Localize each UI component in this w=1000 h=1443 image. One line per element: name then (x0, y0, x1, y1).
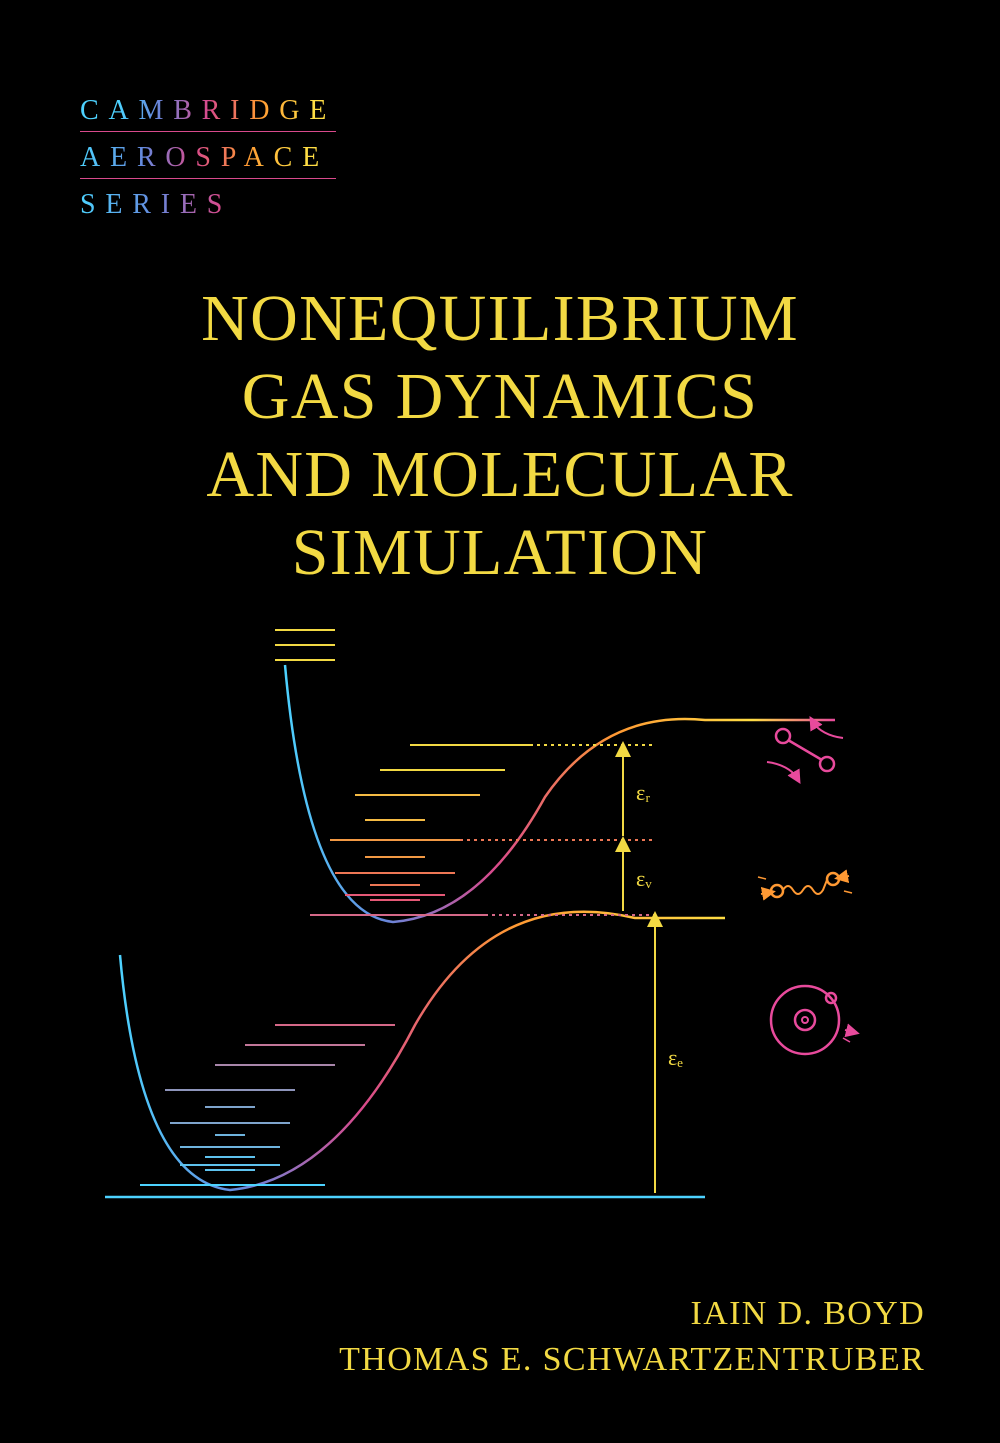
title-line-3: AND MOLECULAR (0, 436, 1000, 514)
energy-diagram: εₑ εᵥ εᵣ (85, 625, 915, 1225)
title-line-2: GAS DYNAMICS (0, 358, 1000, 436)
series-line-1: CAMBRIDGE (80, 95, 336, 132)
author-1: IAIN D. BOYD (339, 1291, 925, 1337)
electronic-icon (771, 986, 853, 1054)
title-line-1: NONEQUILIBRIUM (0, 280, 1000, 358)
rotation-icon (767, 722, 843, 778)
series-header: CAMBRIDGE AEROSPACE SERIES (80, 95, 336, 235)
vibration-icon (758, 873, 852, 897)
title-line-4: SIMULATION (0, 514, 1000, 592)
series-line-3: SERIES (80, 189, 336, 225)
svg-text:εᵥ: εᵥ (636, 866, 652, 891)
svg-text:εₑ: εₑ (668, 1045, 683, 1070)
authors-block: IAIN D. BOYD THOMAS E. SCHWARTZENTRUBER (339, 1291, 925, 1383)
svg-text:εᵣ: εᵣ (636, 780, 650, 805)
author-2: THOMAS E. SCHWARTZENTRUBER (339, 1337, 925, 1383)
series-line-2: AEROSPACE (80, 142, 336, 179)
book-title: NONEQUILIBRIUM GAS DYNAMICS AND MOLECULA… (0, 280, 1000, 592)
